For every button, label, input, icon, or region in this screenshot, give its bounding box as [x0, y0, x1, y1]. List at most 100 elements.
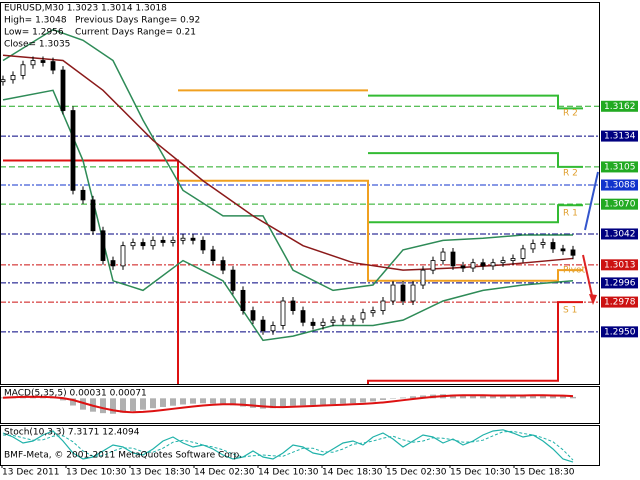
macd-bar: [450, 394, 456, 399]
level-label: 1.3134: [604, 132, 636, 142]
pivot-step: [178, 179, 583, 282]
macd-bar: [550, 395, 556, 399]
macd-bar: [420, 395, 426, 399]
header-prev-range: Previous Days Range= 0.92: [75, 16, 200, 26]
up-arrow: [584, 171, 599, 231]
macd-bar: [510, 395, 516, 399]
candle: [180, 237, 186, 241]
candle: [240, 289, 246, 311]
down-arrow: [582, 254, 594, 301]
header-cur-range: Current Days Range= 0.21: [75, 28, 196, 38]
macd-bar: [410, 396, 416, 399]
candle: [280, 300, 286, 326]
candle: [380, 300, 386, 311]
macd-bar: [560, 396, 566, 399]
macd-bar: [350, 398, 356, 404]
macd-title: MACD(5,35,5) 0.00031 0.00071: [4, 389, 147, 399]
macd-bar: [490, 395, 496, 399]
arrow-head: [589, 294, 597, 305]
candle: [570, 249, 576, 256]
level-label: 1.3088: [604, 181, 636, 191]
level-annotation: R 2: [563, 169, 578, 179]
macd-bar: [70, 398, 76, 406]
pivot-step: [368, 94, 583, 110]
x-tick-label: 15 Dec 18:30: [514, 468, 575, 478]
macd-bar: [360, 398, 366, 403]
candle: [290, 300, 296, 311]
level-label: 1.3105: [604, 162, 636, 172]
band-lower: [2, 89, 574, 342]
level-label: 1.2978: [604, 298, 636, 308]
level-box: [601, 228, 638, 240]
level-label: 1.2950: [604, 327, 636, 337]
candle: [340, 318, 346, 322]
candle: [550, 242, 556, 250]
x-tick-label: 15 Dec 10:30: [450, 468, 511, 478]
macd-bar: [190, 398, 196, 404]
candle: [510, 258, 516, 261]
candle: [110, 260, 116, 267]
copyright: BMF-Meta, © 2001-2011 MetaQuotes Softwar…: [4, 451, 242, 461]
macd-bar: [520, 395, 526, 399]
candle: [370, 310, 376, 314]
macd-bar: [160, 398, 166, 407]
candle: [80, 189, 86, 201]
candle: [330, 319, 336, 323]
macd-bar: [500, 395, 506, 399]
candle: [100, 230, 106, 261]
x-tick-label: 15 Dec 02:30: [386, 468, 447, 478]
level-box: [601, 198, 638, 210]
candle: [10, 75, 16, 81]
pivot-step: [368, 204, 583, 224]
candle: [450, 251, 456, 267]
macd-bar: [240, 398, 246, 407]
candle: [480, 262, 486, 267]
macd-bar: [290, 398, 296, 406]
candle: [460, 265, 466, 269]
macd-frame: [0, 386, 600, 424]
header-symbol: EURUSD,M30 1.3023 1.3014 1.3018: [4, 4, 167, 14]
macd-bar: [330, 398, 336, 405]
level-box: [601, 296, 638, 308]
candle: [150, 239, 156, 247]
candle: [440, 251, 446, 261]
level-box: [601, 100, 638, 112]
macd-bar: [400, 397, 406, 399]
level-box: [601, 277, 638, 289]
candle: [210, 249, 216, 261]
candle: [420, 269, 426, 286]
candle: [50, 61, 56, 71]
candle: [530, 243, 536, 250]
macd-bar: [270, 398, 276, 409]
candle: [430, 260, 436, 271]
candle: [500, 260, 506, 264]
level-box: [601, 161, 638, 173]
x-tick-label: 14 Dec 18:30: [322, 468, 383, 478]
candle: [490, 262, 496, 267]
candle: [470, 262, 476, 269]
macd-bar: [170, 398, 176, 406]
macd-bar: [110, 398, 116, 414]
candle: [220, 260, 226, 271]
macd-bar: [370, 398, 376, 402]
macd-bar: [530, 394, 536, 399]
macd-bar: [230, 398, 236, 406]
candle: [540, 242, 546, 245]
header-high: High= 1.3048: [4, 16, 67, 26]
macd-signal: [2, 394, 574, 414]
candle: [410, 284, 416, 302]
candle: [200, 239, 206, 251]
level-annotation: R 2: [563, 109, 578, 119]
x-tick-label: 13 Dec 2011: [2, 468, 60, 478]
candle: [400, 284, 406, 302]
macd-bar: [200, 398, 206, 404]
candle: [70, 110, 76, 191]
candle: [270, 325, 276, 332]
level-label: 1.3070: [604, 200, 636, 210]
candle: [30, 60, 36, 66]
level-label: 1.2996: [604, 278, 636, 288]
header-low: Low= 1.2956: [4, 28, 64, 38]
x-tick-label: 13 Dec 18:30: [130, 468, 191, 478]
main-frame: [0, 2, 600, 385]
macd-bar: [130, 398, 136, 412]
